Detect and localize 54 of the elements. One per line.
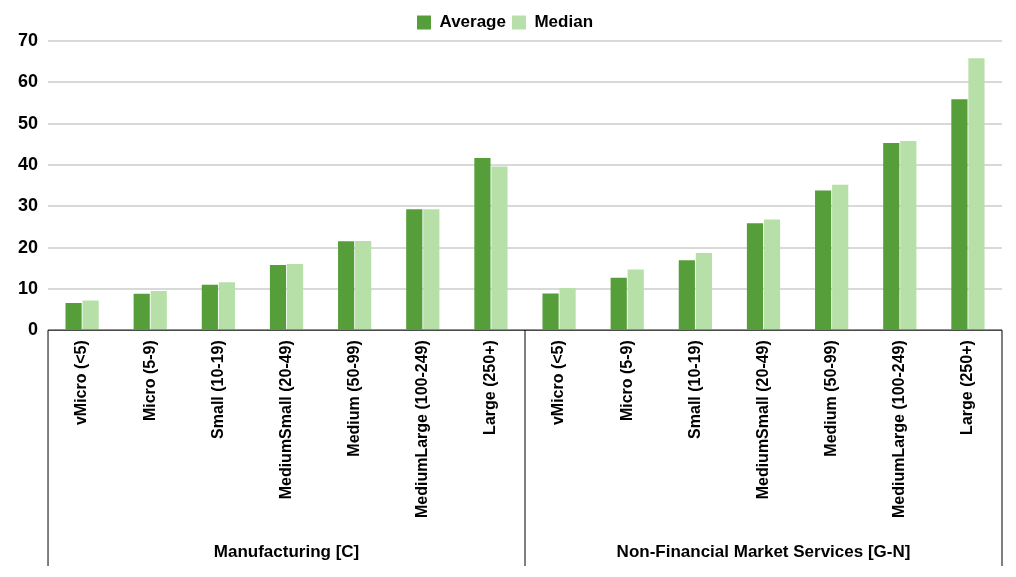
bar (269, 264, 287, 330)
bar (338, 241, 355, 330)
x-tick-label: Medium (50-99) (822, 340, 840, 457)
bar (627, 269, 644, 330)
y-tick-label: 20 (17, 236, 39, 257)
x-tick-label: Medium (50-99) (345, 340, 363, 457)
y-tick-label: 40 (17, 153, 39, 174)
bar (133, 293, 150, 330)
x-tick-label: Micro (5-9) (617, 340, 635, 422)
bar (900, 140, 917, 330)
y-tick-label: 10 (17, 277, 39, 298)
x-tick-label: MediumLarge (100-249) (890, 340, 908, 519)
bar (883, 143, 900, 330)
x-tick-label: MediumLarge (100-249) (413, 340, 431, 519)
bar (559, 288, 576, 330)
bar (763, 219, 781, 330)
bar (542, 293, 559, 330)
bar (355, 240, 372, 330)
y-tick-label: 0 (28, 319, 39, 340)
bar (406, 209, 423, 330)
bar (695, 252, 712, 330)
bar (968, 58, 985, 330)
legend-label: Average (439, 12, 506, 32)
x-tick-label: vMicro (<5) (72, 340, 90, 426)
y-tick-label: 30 (17, 195, 39, 216)
x-tick-label: Large (250+) (958, 340, 976, 435)
bar (423, 209, 440, 330)
bar (150, 290, 167, 330)
bar (82, 300, 99, 330)
bar (951, 99, 968, 330)
x-tick-label: Small (10-19) (208, 340, 226, 439)
y-tick-label: 70 (17, 29, 39, 50)
bar (474, 157, 491, 330)
x-tick-label: Large (250+) (481, 340, 499, 435)
x-tick-label: Micro (5-9) (140, 340, 158, 422)
x-tick-label: vMicro (<5) (549, 340, 567, 426)
text: Non-Financial Market Services [G-N] (616, 541, 911, 561)
bar (286, 264, 304, 330)
text: Manufacturing [C] (213, 541, 360, 561)
y-tick-label: 50 (17, 112, 39, 133)
y-tick-label: 60 (17, 71, 39, 92)
bar (832, 184, 849, 330)
bar (815, 190, 832, 330)
x-tick-label: MediumSmall (20-49) (276, 340, 294, 500)
bar (746, 223, 764, 330)
bar (678, 260, 695, 330)
x-tick-label: MediumSmall (20-49) (753, 340, 771, 500)
bar (65, 302, 82, 330)
x-tick-label: Small (10-19) (685, 340, 703, 439)
bar (218, 282, 235, 330)
legend-label: Median (534, 12, 594, 32)
bar (610, 277, 627, 330)
bar (201, 284, 218, 330)
bar (491, 166, 508, 330)
